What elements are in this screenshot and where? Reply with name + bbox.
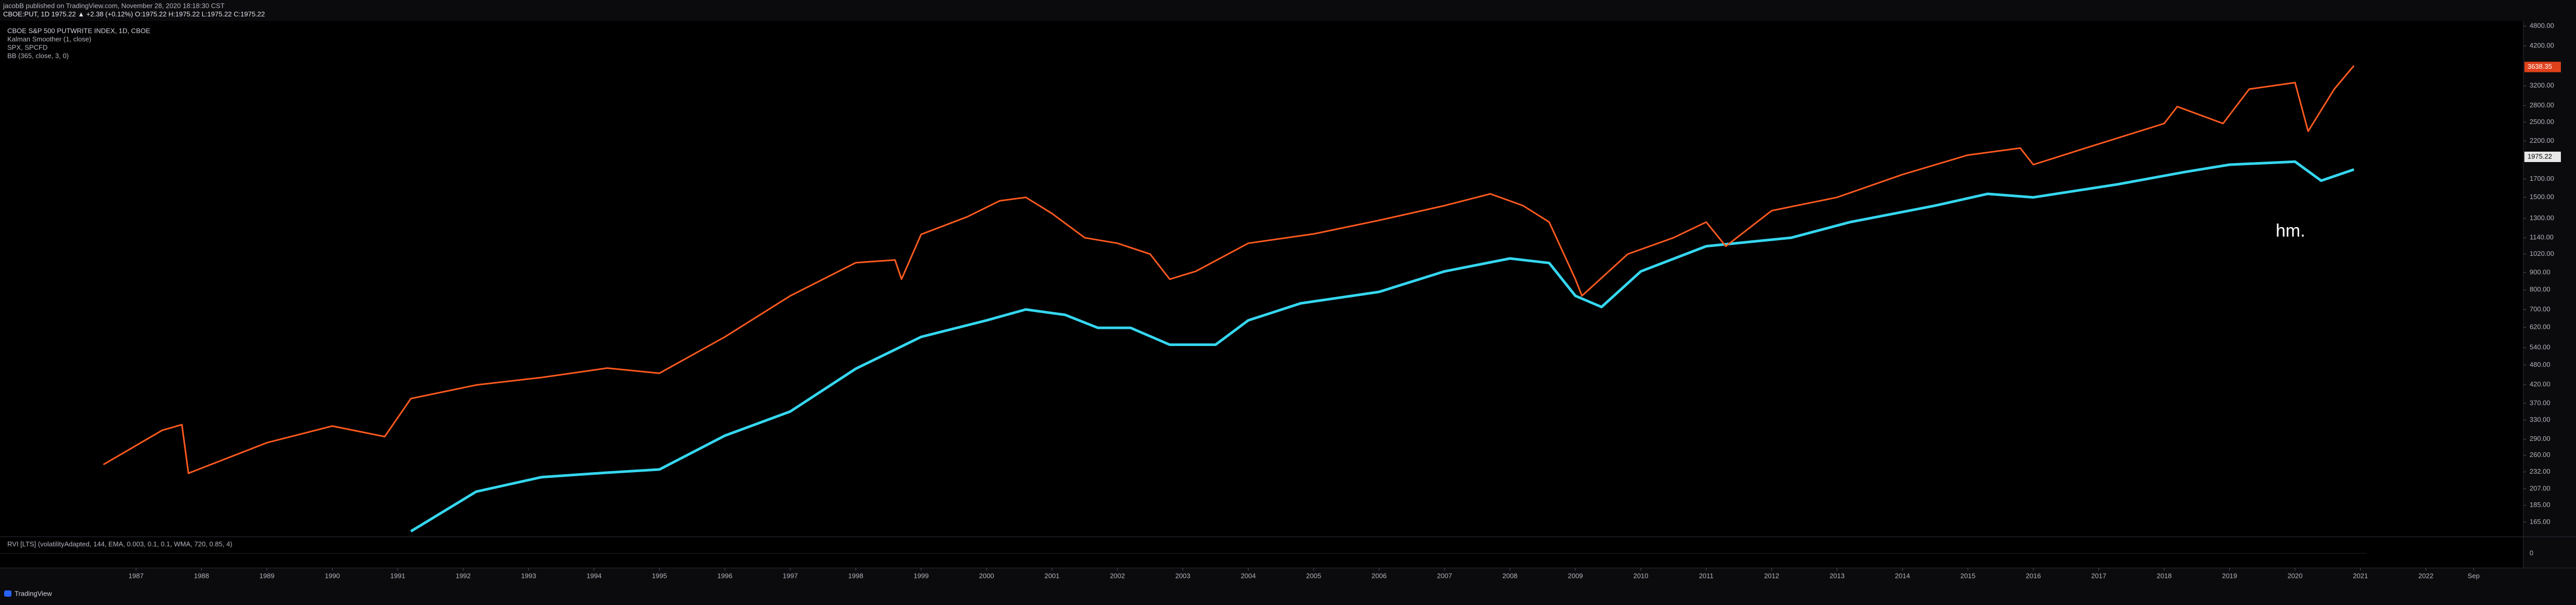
y-tick-label: 1300.00 <box>2530 214 2554 222</box>
x-tick-label: 2022 <box>2419 572 2434 579</box>
y-tick-label: 900.00 <box>2530 268 2550 276</box>
x-tick-label: 2004 <box>1241 572 1256 579</box>
y-tick-label: 480.00 <box>2530 361 2550 368</box>
y-tick-label: 1140.00 <box>2530 233 2554 241</box>
x-tick-label: 2001 <box>1044 572 1059 579</box>
y-tick-label: 1700.00 <box>2530 175 2554 182</box>
x-tick-label: 2019 <box>2222 572 2237 579</box>
series-line <box>410 160 2354 533</box>
y-tick-label: 1020.00 <box>2530 250 2554 257</box>
symbol-line: CBOE:PUT, 1D 1975.22 ▲ +2.38 (+0.12%) O:… <box>3 10 265 18</box>
chart-title: CBOE S&P 500 PUTWRITE INDEX, 1D, CBOE <box>7 27 151 34</box>
x-tick-label: 1999 <box>913 572 929 579</box>
x-tick-label: 2006 <box>1372 572 1387 579</box>
y-tick-label: 165.00 <box>2530 517 2550 525</box>
x-tick-label: 1993 <box>521 572 536 579</box>
plot-area <box>0 21 2523 568</box>
x-tick-label: 2012 <box>1764 572 1779 579</box>
series-line <box>103 65 2355 474</box>
x-tick-label: 2011 <box>1699 572 1714 579</box>
y-tick-label: 260.00 <box>2530 451 2550 459</box>
x-tick-label: 2010 <box>1633 572 1649 579</box>
y-tick-label: 4200.00 <box>2530 41 2554 49</box>
y-tick-label: 232.00 <box>2530 467 2550 475</box>
x-tick-label: 2021 <box>2353 572 2368 579</box>
y-tick-label: 185.00 <box>2530 501 2550 509</box>
x-tick-label: 2018 <box>2157 572 2172 579</box>
y-tick-label: 1500.00 <box>2530 193 2554 201</box>
y-tick-label: 330.00 <box>2530 416 2550 424</box>
x-tick-label: 2017 <box>2091 572 2106 579</box>
y-tick-label: 290.00 <box>2530 435 2550 442</box>
last-value-box <box>2524 61 2561 72</box>
footer: TradingView <box>15 589 52 597</box>
x-tick-label: 1992 <box>456 572 471 579</box>
rvi-tick-label: 0 <box>2530 549 2533 557</box>
annotation: hm. <box>2276 221 2305 241</box>
last-value-box <box>2524 152 2561 163</box>
last-value-label: 1975.22 <box>2528 152 2552 160</box>
x-tick-label: 2014 <box>1895 572 1910 579</box>
x-tick-label: 1990 <box>325 572 340 579</box>
y-tick-label: 2800.00 <box>2530 101 2554 109</box>
x-tick-label: 1991 <box>390 572 405 579</box>
x-tick-label: 2020 <box>2288 572 2303 579</box>
y-tick-label: 370.00 <box>2530 399 2550 406</box>
legend-entry: Kalman Smoother (1, close) <box>7 35 91 43</box>
x-tick-label: 2000 <box>979 572 994 579</box>
x-tick-label: 1989 <box>260 572 275 579</box>
x-tick-label: 1996 <box>717 572 732 579</box>
x-tick-label: 2015 <box>1960 572 1975 579</box>
y-tick-label: 800.00 <box>2530 286 2550 293</box>
legend-entry: SPX, SPCFD <box>7 43 47 51</box>
tv-logo <box>4 590 11 597</box>
x-tick-label: 2007 <box>1437 572 1452 579</box>
x-tick-label: 1994 <box>587 572 602 579</box>
rvi-title: RVI [LTS] (volatilityAdapted, 144, EMA, … <box>7 540 233 548</box>
last-value-label: 3638.35 <box>2528 63 2552 70</box>
x-tick-label: 2009 <box>1568 572 1583 579</box>
legend-entry: BB (365, close, 3, 0) <box>7 52 69 59</box>
x-tick-label: 1998 <box>848 572 863 579</box>
x-tick-label: 1997 <box>783 572 798 579</box>
x-tick-label: 2016 <box>2026 572 2041 579</box>
x-tick-label: 1987 <box>129 572 144 579</box>
x-tick-label: 1988 <box>194 572 209 579</box>
y-tick-label: 2500.00 <box>2530 118 2554 126</box>
x-tick-label: Sep <box>2468 572 2480 579</box>
x-tick-label: 1995 <box>652 572 667 579</box>
x-tick-label: 2013 <box>1829 572 1845 579</box>
y-tick-label: 700.00 <box>2530 305 2550 313</box>
x-tick-label: 2002 <box>1110 572 1125 579</box>
x-tick-label: 2008 <box>1503 572 1518 579</box>
y-tick-label: 620.00 <box>2530 323 2550 331</box>
author-line: jacobB published on TradingView.com, Nov… <box>3 2 225 9</box>
y-tick-label: 420.00 <box>2530 380 2550 388</box>
y-tick-label: 540.00 <box>2530 343 2550 351</box>
y-tick-label: 4800.00 <box>2530 22 2554 30</box>
x-tick-label: 2005 <box>1306 572 1321 579</box>
y-tick-label: 207.00 <box>2530 484 2550 492</box>
x-tick-label: 2003 <box>1175 572 1190 579</box>
y-tick-label: 2200.00 <box>2530 137 2554 144</box>
y-tick-label: 3200.00 <box>2530 81 2554 89</box>
